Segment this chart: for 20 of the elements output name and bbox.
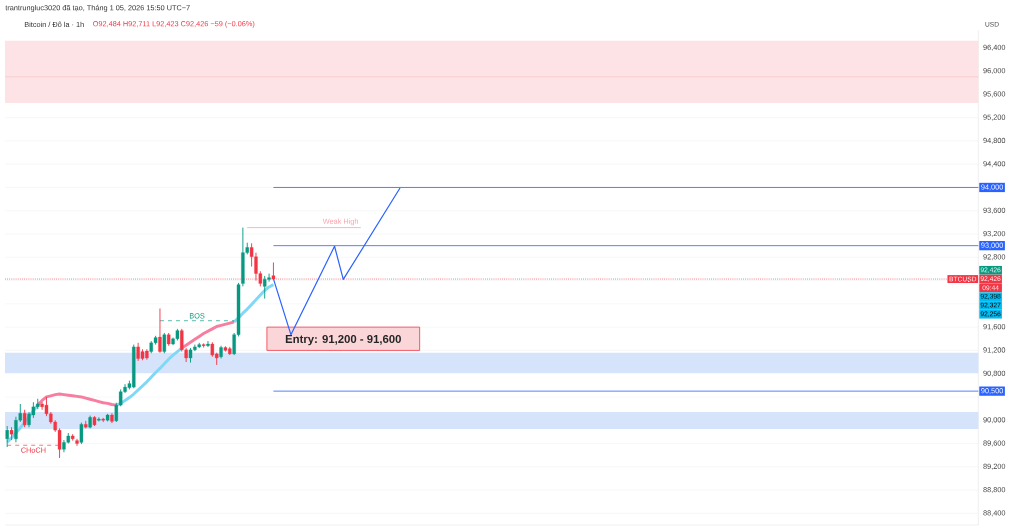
candlestick xyxy=(79,422,84,445)
candlestick xyxy=(175,328,180,341)
candlestick xyxy=(101,417,105,423)
candlestick xyxy=(105,413,110,422)
candlestick xyxy=(210,341,215,358)
candlestick xyxy=(162,332,167,354)
candlestick xyxy=(166,332,171,347)
candlestick xyxy=(223,345,228,353)
candlestick xyxy=(92,415,97,427)
candlestick xyxy=(97,416,101,422)
candlestick xyxy=(70,433,75,442)
candlestick xyxy=(84,420,88,429)
candlestick xyxy=(188,347,193,364)
candlestick xyxy=(197,342,201,349)
candlestick xyxy=(5,425,9,448)
candlestick xyxy=(9,426,14,441)
band-label: Entry: 91,200 - 91,600 xyxy=(285,334,401,346)
candlestick xyxy=(201,342,206,348)
candlestick xyxy=(22,409,27,428)
candlestick xyxy=(263,275,267,300)
